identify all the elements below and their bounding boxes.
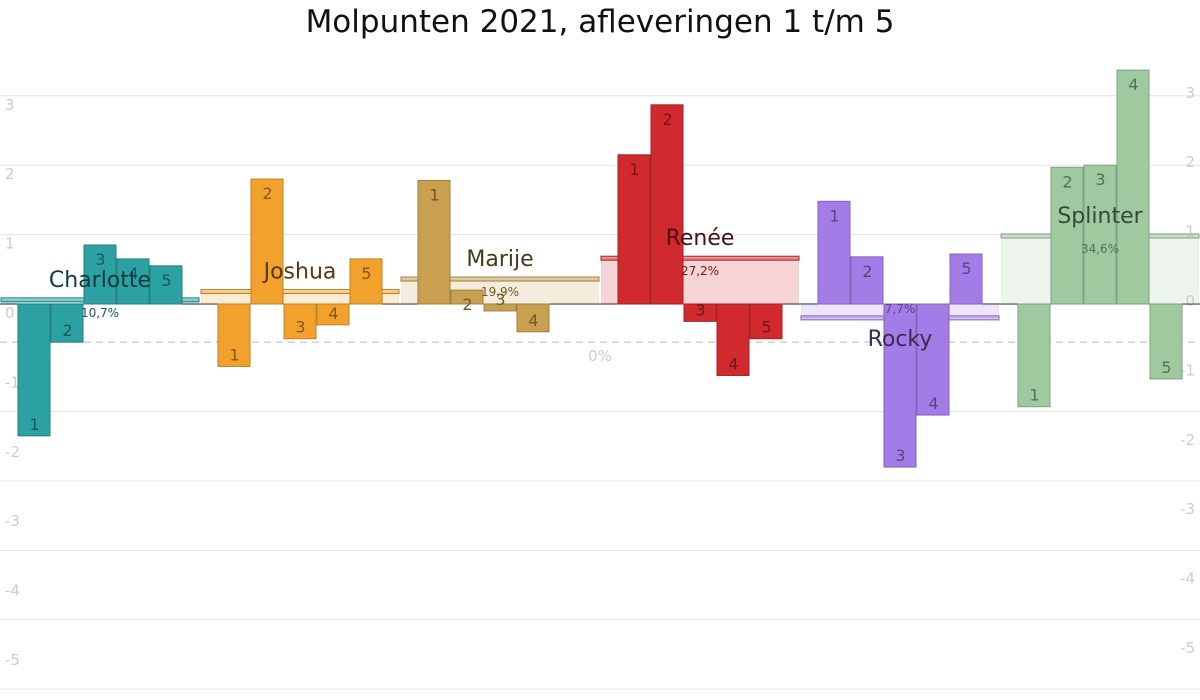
y-tick-label-right: -5 xyxy=(1180,639,1195,657)
bar xyxy=(50,303,84,343)
bar-label: 3 xyxy=(895,446,905,465)
y-tick-label-right: -2 xyxy=(1180,431,1195,449)
bar-label: 5 xyxy=(1161,358,1171,377)
bar-label: 2 xyxy=(862,262,872,281)
bar-label: 5 xyxy=(161,271,171,290)
bar xyxy=(817,200,851,305)
average-line xyxy=(600,255,800,261)
percent-label: 19,9% xyxy=(481,285,519,299)
bar-label: 5 xyxy=(761,318,771,337)
bar xyxy=(716,303,750,376)
series-name-label: Rocky xyxy=(868,327,933,352)
bar xyxy=(116,258,150,305)
bar-label: 4 xyxy=(328,304,338,323)
bar-label: 4 xyxy=(128,264,138,283)
bar xyxy=(749,303,783,340)
bar-label: 3 xyxy=(695,300,705,319)
y-tick-label-right: 1 xyxy=(1185,223,1195,241)
percent-label: 34,6% xyxy=(1081,242,1119,256)
bar xyxy=(417,179,451,305)
bar xyxy=(83,244,117,305)
bar-label: 2 xyxy=(262,184,272,203)
y-tick-label-left: -5 xyxy=(5,651,20,669)
bar xyxy=(883,303,917,468)
chart-title: Molpunten 2021, afleveringen 1 t/m 5 xyxy=(305,4,895,40)
bar-label: 3 xyxy=(1095,170,1105,189)
bar-label: 2 xyxy=(62,321,72,340)
bar xyxy=(250,178,284,305)
y-tick-label-left: 2 xyxy=(5,165,15,183)
bar xyxy=(949,253,983,305)
bar-label: 5 xyxy=(961,259,971,278)
bar xyxy=(1116,69,1150,305)
series-name-label: Splinter xyxy=(1057,204,1143,229)
y-tick-label-left: 3 xyxy=(5,96,15,114)
bar xyxy=(450,289,484,305)
y-tick-label-left: -2 xyxy=(5,443,20,461)
bar-label: 4 xyxy=(928,394,938,413)
bar xyxy=(349,258,383,305)
series-name-label: Renée xyxy=(666,226,735,251)
percent-label: 7,7% xyxy=(885,302,916,316)
bar-label: 4 xyxy=(528,311,538,330)
y-tick-label-right: 2 xyxy=(1185,153,1195,171)
bar-label: 5 xyxy=(361,264,371,283)
y-tick-label-left: 0 xyxy=(5,304,15,322)
bar xyxy=(283,303,317,340)
y-tick-label-left: -4 xyxy=(5,582,20,600)
y-tick-label-left: -1 xyxy=(5,373,20,391)
average-line xyxy=(200,289,400,295)
bar xyxy=(17,303,51,437)
bar-label: 2 xyxy=(662,110,672,129)
percent-label: 27,2% xyxy=(681,264,719,278)
bar xyxy=(650,104,684,305)
bar xyxy=(516,303,550,333)
bar xyxy=(850,256,884,305)
bar xyxy=(683,303,717,322)
bar-label: 2 xyxy=(462,295,472,314)
average-line xyxy=(400,276,600,282)
bar xyxy=(316,303,350,326)
baseline-label: 0% xyxy=(588,347,612,365)
gridlines: 3 3 2 2 1 1 0 0 -1 -1 -2 -2 -3 -3 -4 -4 -5 -5 0% xyxy=(0,84,1200,690)
percent-label: 10,7% xyxy=(81,306,119,320)
bar xyxy=(617,154,651,305)
bar-label: 1 xyxy=(829,206,839,225)
bar-label: 1 xyxy=(229,345,239,364)
series-name-label: Charlotte xyxy=(49,268,151,293)
bar xyxy=(916,303,950,416)
bar-label: 3 xyxy=(295,318,305,337)
y-tick-label-left: -3 xyxy=(5,512,20,530)
bars xyxy=(0,69,1200,468)
bar-label: 1 xyxy=(29,415,39,434)
bar-label: 1 xyxy=(629,160,639,179)
y-tick-label-right: -3 xyxy=(1180,500,1195,518)
bar-label: 4 xyxy=(1128,75,1138,94)
y-tick-label-right: 3 xyxy=(1185,84,1195,102)
bar xyxy=(217,303,251,367)
bar xyxy=(1017,303,1051,408)
bar xyxy=(1083,164,1117,305)
bar xyxy=(483,303,517,312)
y-tick-label-left: 1 xyxy=(5,235,15,253)
series-name-label: Joshua xyxy=(262,260,337,285)
y-tick-label-right: -4 xyxy=(1180,570,1195,588)
bar-label: 2 xyxy=(1062,172,1072,191)
bar xyxy=(1149,303,1183,380)
bar-label: 1 xyxy=(429,185,439,204)
bar-label: 3 xyxy=(95,250,105,269)
y-tick-label-right: -1 xyxy=(1180,361,1195,379)
series-name-label: Marije xyxy=(466,247,533,272)
bar xyxy=(149,265,183,305)
bar xyxy=(1050,166,1084,305)
labels: 1 2 3 4 5 Charlotte 10,7% 1 2 3 4 5 Joshua 1 2 3 4 Marije… xyxy=(29,75,1171,465)
bar-label: 4 xyxy=(728,354,738,373)
bar-label: 1 xyxy=(1029,386,1039,405)
y-tick-label-right: 0 xyxy=(1185,292,1195,310)
bar-label: 3 xyxy=(495,290,505,309)
